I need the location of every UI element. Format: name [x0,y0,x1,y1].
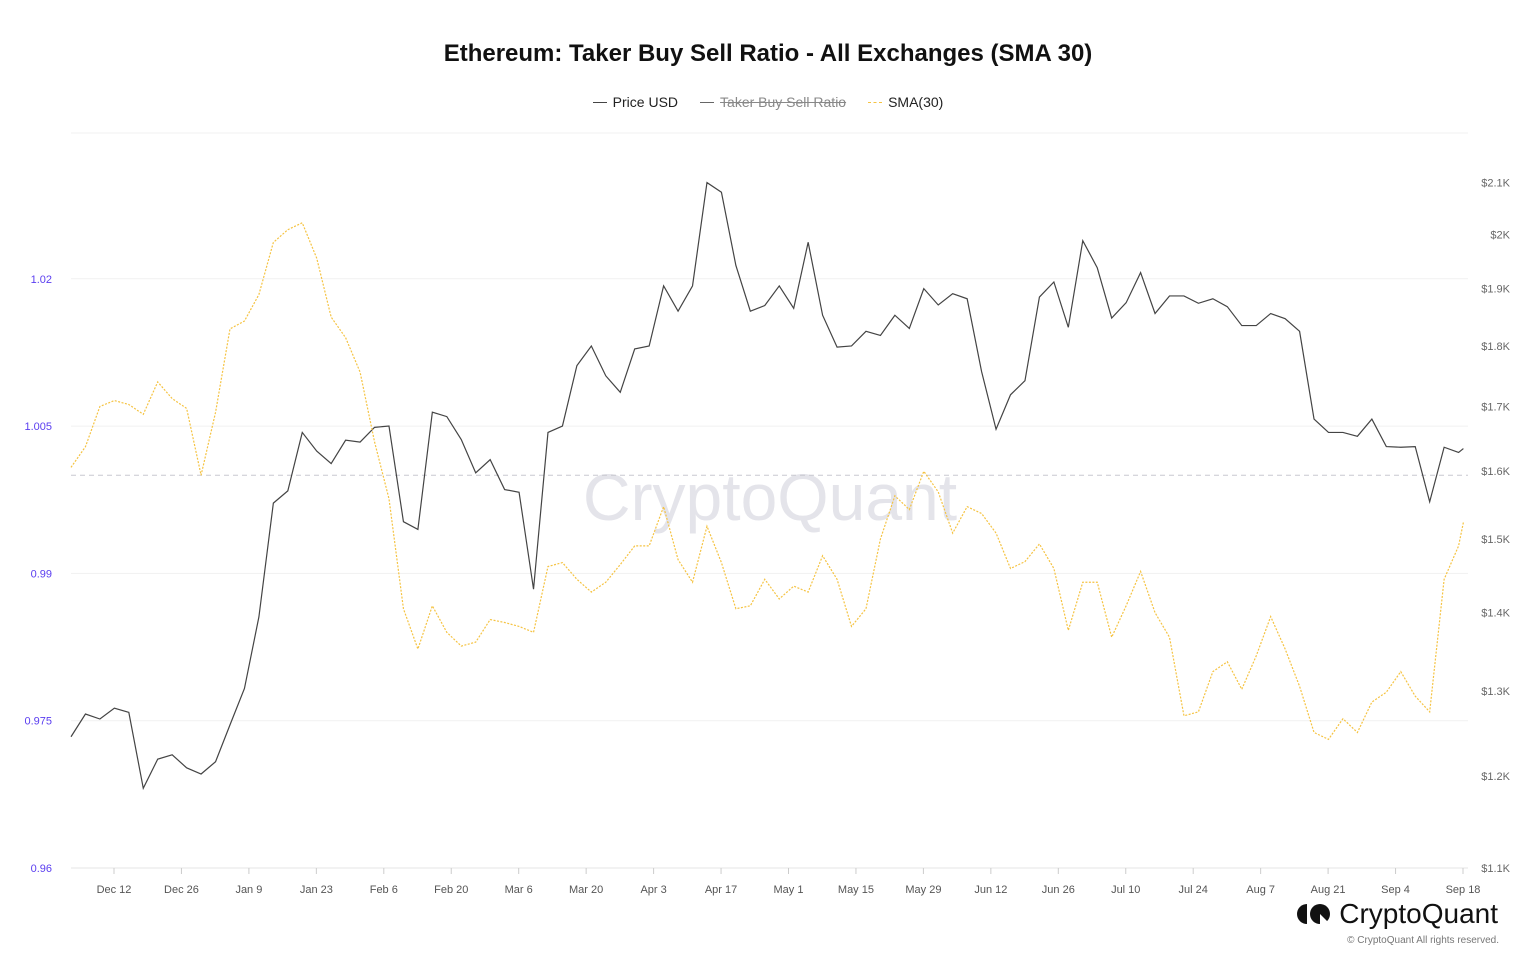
brand-name: CryptoQuant [1339,898,1498,929]
x-tick-label: May 15 [838,884,874,896]
brand-logo: CryptoQuant [1297,898,1498,930]
price-line [70,181,1464,791]
legend-label-sma: SMA(30) [888,94,944,110]
price-swatch [592,101,607,103]
legend-label-taker-ratio: Taker Buy Sell Ratio [720,94,847,110]
legend-item-price[interactable]: Price USD [592,94,679,110]
taker-ratio-swatch [700,101,715,103]
x-tick-label: Sep 18 [1446,884,1481,896]
x-tick-label: Apr 3 [640,884,666,896]
x-tick-label: Jan 9 [235,884,262,896]
legend-item-taker-ratio[interactable]: Taker Buy Sell Ratio [700,94,846,110]
x-tick-label: Dec 26 [164,884,199,896]
y-right-tick-label: $1.9K [1481,284,1510,296]
y-left-tick-label: 0.99 [31,568,52,580]
sma-swatch [868,101,883,103]
copyright: © CryptoQuant All rights reserved. [1347,935,1499,946]
y-right-tick-label: $2.1K [1481,178,1510,190]
watermark: CryptoQuant [583,460,957,534]
x-tick-label: Jul 24 [1179,884,1208,896]
y-right-tick-label: $1.2K [1481,771,1510,783]
chart-title: Ethereum: Taker Buy Sell Ratio - All Exc… [443,40,1093,67]
y-right-tick-label: $1.1K [1481,863,1510,875]
y-left-tick-label: 0.975 [24,716,52,728]
y-right-tick-label: $1.8K [1481,341,1510,353]
legend: Price USD Taker Buy Sell Ratio SMA(30) [0,94,1536,110]
x-tick-label: Jul 10 [1111,884,1140,896]
y-left-tick-label: 1.005 [24,421,52,433]
x-tick-label: Dec 12 [97,884,132,896]
x-tick-label: Mar 20 [569,884,603,896]
cryptoquant-logo-icon [1297,904,1331,924]
y-left-tick-label: 0.96 [31,863,52,875]
y-right-tick-label: $1.4K [1481,607,1510,619]
legend-item-sma[interactable]: SMA(30) [868,94,943,110]
series-sma [70,222,1464,741]
x-tick-label: Mar 6 [505,884,533,896]
x-tick-label: Apr 17 [705,884,737,896]
y-right-tick-label: $2K [1490,229,1510,241]
x-tick-label: Sep 4 [1381,884,1410,896]
series-price [70,181,1464,791]
x-tick-label: Feb 6 [370,884,398,896]
x-tick-label: Jun 26 [1042,884,1075,896]
x-tick-label: Aug 7 [1246,884,1275,896]
y-right-tick-label: $1.3K [1481,686,1510,698]
x-tick-label: Jan 23 [300,884,333,896]
legend-label-price: Price USD [612,94,679,110]
y-right-tick-label: $1.6K [1481,466,1510,478]
y-right-tick-label: $1.7K [1481,402,1510,414]
x-tick-label: Jun 12 [974,884,1007,896]
y-left-tick-label: 1.02 [31,274,52,286]
x-tick-label: May 29 [905,884,941,896]
x-tick-label: May 1 [774,884,804,896]
x-tick-label: Aug 21 [1311,884,1346,896]
x-tick-label: Feb 20 [434,884,468,896]
y-right-tick-label: $1.5K [1481,534,1510,546]
sma-line [70,222,1464,741]
